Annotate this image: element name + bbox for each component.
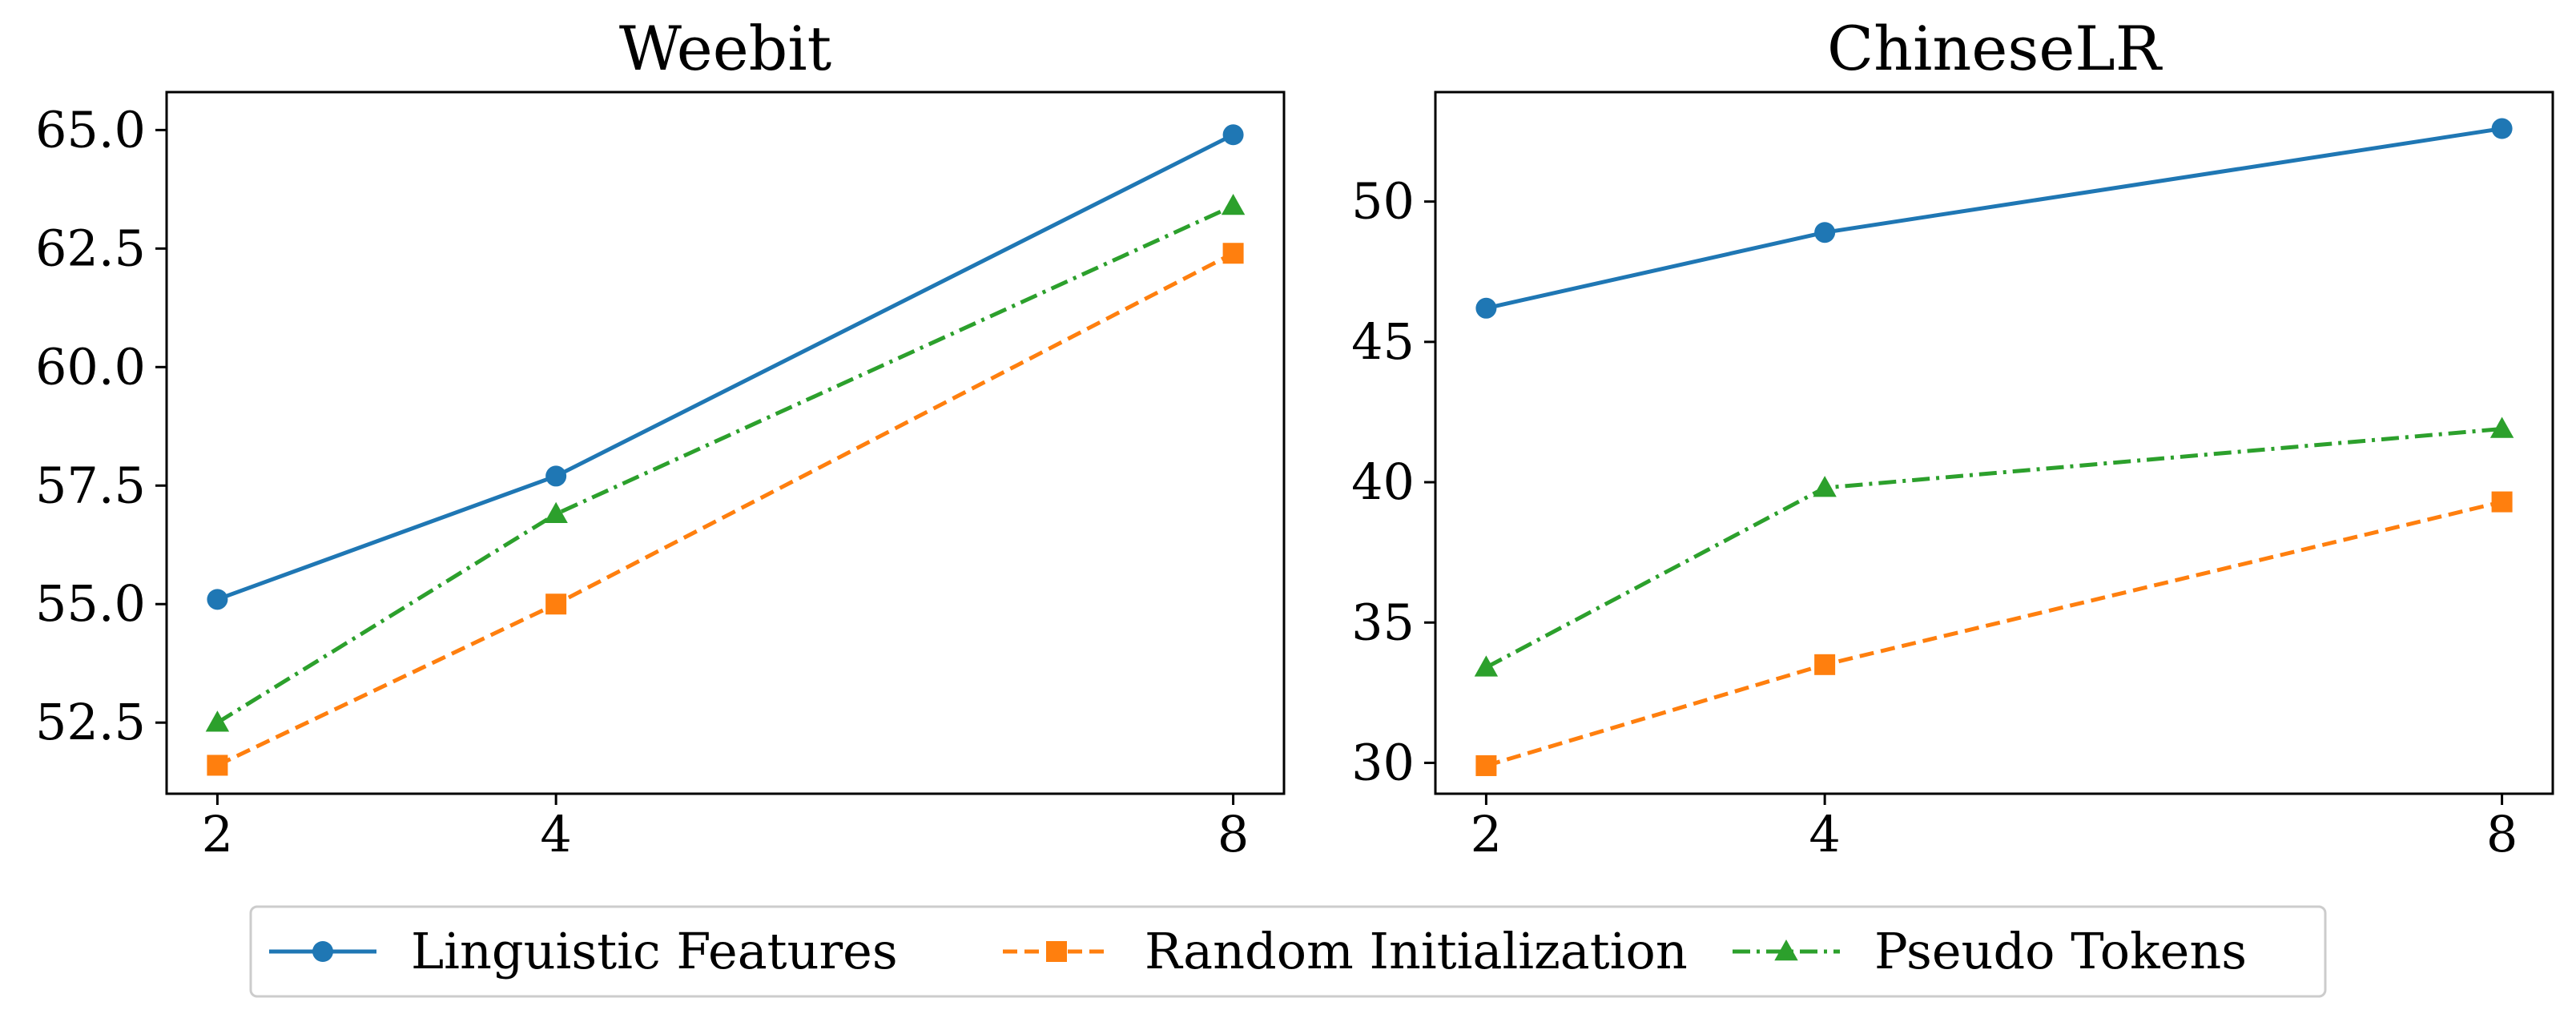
- legend-label-1: Random Initialization: [1145, 922, 1688, 980]
- legend-label-2: Pseudo Tokens: [1874, 922, 2247, 980]
- x-tick-label-chineselr-1: 4: [1809, 805, 1840, 863]
- y-tick-label-weebit-0: 52.5: [35, 693, 146, 751]
- data-point-chineselr-1-0: [1475, 754, 1497, 776]
- legend-marker-0: [312, 941, 333, 962]
- y-tick-label-weebit-2: 57.5: [35, 456, 146, 514]
- series-line-chineselr-2: [1485, 426, 2502, 670]
- legend-box: [249, 905, 2327, 998]
- x-tick-label-chineselr-2: 8: [2486, 805, 2518, 863]
- data-point-weebit-2-2: [1221, 194, 1246, 215]
- legend-marker-2: [1774, 939, 1798, 961]
- series-line-weebit-0: [216, 133, 1234, 602]
- data-point-chineselr-0-2: [2491, 118, 2513, 139]
- panel-chineselr: ChineseLR 2 4 8 30 35 40 45 50: [1351, 13, 2554, 863]
- data-point-weebit-0-0: [207, 589, 228, 610]
- y-tick-label-weebit-4: 62.5: [35, 219, 146, 277]
- panel-title-weebit: Weebit: [619, 13, 831, 84]
- y-tick-label-chineselr-3: 45: [1351, 312, 1415, 371]
- y-tick-label-chineselr-4: 50: [1351, 172, 1415, 231]
- legend-marker-1: [1046, 941, 1067, 962]
- series-line-weebit-2: [216, 203, 1234, 725]
- data-point-chineselr-0-1: [1814, 222, 1836, 243]
- data-point-chineselr-0-0: [1475, 297, 1497, 319]
- data-point-chineselr-1-2: [2491, 491, 2513, 513]
- data-point-weebit-0-1: [545, 465, 567, 487]
- y-tick-label-weebit-5: 65.0: [35, 100, 146, 159]
- y-tick-label-weebit-3: 60.0: [35, 337, 146, 396]
- x-tick-label-weebit-1: 4: [540, 805, 571, 863]
- axes-frame-chineselr: [1434, 91, 2554, 795]
- panel-weebit: Weebit 2 4 8 52.5 55.0 57.5 60.0 62.5 65.0: [35, 13, 1286, 863]
- y-tick-label-weebit-1: 55.0: [35, 574, 146, 633]
- data-point-chineselr-2-1: [1813, 476, 1837, 497]
- series-line-weebit-1: [216, 251, 1234, 767]
- axes-frame-weebit: [165, 91, 1286, 795]
- panel-title-chineselr: ChineseLR: [1827, 13, 2163, 84]
- x-tick-label-chineselr-0: 2: [1471, 805, 1502, 863]
- data-point-weebit-1-0: [207, 754, 228, 776]
- data-point-weebit-2-1: [544, 501, 568, 524]
- data-point-weebit-1-1: [545, 593, 567, 615]
- legend: Linguistic Features Random Initialization…: [249, 905, 2327, 998]
- series-line-chineselr-0: [1485, 127, 2502, 311]
- data-point-weebit-1-2: [1222, 243, 1244, 264]
- data-point-chineselr-2-2: [2489, 416, 2514, 438]
- legend-label-0: Linguistic Features: [411, 922, 898, 980]
- data-point-chineselr-1-1: [1814, 654, 1836, 675]
- y-tick-label-chineselr-1: 35: [1351, 593, 1415, 651]
- y-tick-label-chineselr-0: 30: [1351, 733, 1415, 791]
- series-line-chineselr-1: [1485, 500, 2503, 768]
- y-tick-label-chineselr-2: 40: [1351, 453, 1415, 511]
- x-tick-label-weebit-0: 2: [202, 805, 233, 863]
- data-point-weebit-2-0: [205, 710, 230, 732]
- data-point-chineselr-2-0: [1474, 655, 1499, 677]
- x-tick-label-weebit-2: 8: [1218, 805, 1249, 863]
- data-point-weebit-0-2: [1222, 124, 1244, 146]
